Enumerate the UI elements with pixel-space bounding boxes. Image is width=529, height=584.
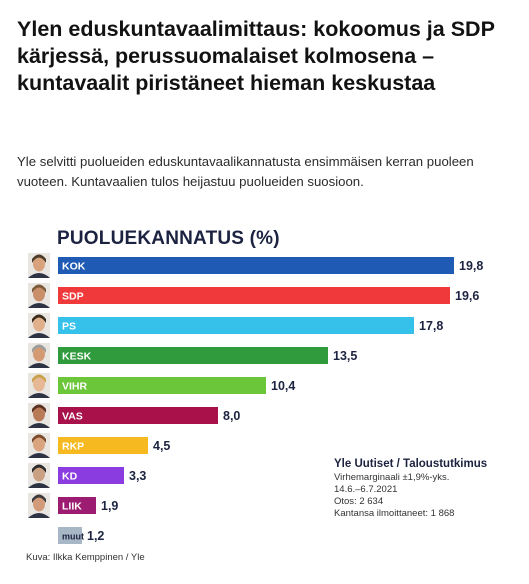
value-label: 17,8 bbox=[419, 319, 443, 333]
category-label: SDP bbox=[62, 291, 84, 303]
category-label: VAS bbox=[62, 411, 83, 423]
party-leader-avatar bbox=[28, 433, 50, 458]
value-label: 3,3 bbox=[129, 469, 146, 483]
bar-muut bbox=[58, 527, 82, 544]
party-leader-avatar bbox=[28, 343, 50, 368]
party-leader-avatar bbox=[28, 283, 50, 308]
value-label: 1,2 bbox=[87, 529, 104, 543]
bar-ps bbox=[58, 317, 414, 334]
party-leader-avatar bbox=[28, 313, 50, 338]
bar-kok bbox=[58, 257, 454, 274]
bar-liik bbox=[58, 497, 96, 514]
value-label: 1,9 bbox=[101, 499, 118, 513]
bar-kesk bbox=[58, 347, 328, 364]
value-label: 19,8 bbox=[459, 259, 483, 273]
sample-size: Otos: 2 634 bbox=[334, 496, 384, 507]
image-credit: Kuva: Ilkka Kemppinen / Yle bbox=[26, 552, 145, 563]
party-leader-avatar bbox=[28, 463, 50, 488]
respondents: Kantansa ilmoittaneet: 1 868 bbox=[334, 508, 455, 519]
value-label: 8,0 bbox=[223, 409, 240, 423]
party-leader-avatar bbox=[28, 493, 50, 518]
margin-of-error: Virhemarginaali ±1,9%-yks. bbox=[334, 472, 450, 483]
survey-period: 14.6.–6.7.2021 bbox=[334, 484, 398, 495]
value-label: 13,5 bbox=[333, 349, 357, 363]
bar-vihr bbox=[58, 377, 266, 394]
article-lead: Yle selvitti puolueiden eduskuntavaalika… bbox=[17, 154, 474, 189]
category-label: LIIK bbox=[62, 501, 82, 513]
article-headline: Ylen eduskuntavaalimittaus: kokoomus ja … bbox=[17, 17, 495, 95]
bar-rkp bbox=[58, 437, 148, 454]
chart-title: PUOLUEKANNATUS (%) bbox=[57, 228, 280, 249]
category-label: KD bbox=[62, 471, 78, 483]
category-label: RKP bbox=[62, 441, 84, 453]
bar-vas bbox=[58, 407, 218, 424]
category-label: muut bbox=[62, 532, 84, 542]
bar-kd bbox=[58, 467, 124, 484]
category-label: PS bbox=[62, 321, 76, 333]
survey-source: Yle Uutiset / Taloustutkimus bbox=[334, 458, 488, 470]
value-label: 4,5 bbox=[153, 439, 170, 453]
bar-sdp bbox=[58, 287, 450, 304]
value-label: 19,6 bbox=[455, 289, 479, 303]
party-leader-avatar bbox=[28, 253, 50, 278]
category-label: VIHR bbox=[62, 381, 88, 393]
value-label: 10,4 bbox=[271, 379, 295, 393]
category-label: KESK bbox=[62, 351, 92, 363]
party-leader-avatar bbox=[28, 403, 50, 428]
category-label: KOK bbox=[62, 261, 86, 273]
survey-info: Yle Uutiset / Taloustutkimus Virhemargin… bbox=[334, 458, 524, 520]
party-leader-avatar bbox=[28, 373, 50, 398]
